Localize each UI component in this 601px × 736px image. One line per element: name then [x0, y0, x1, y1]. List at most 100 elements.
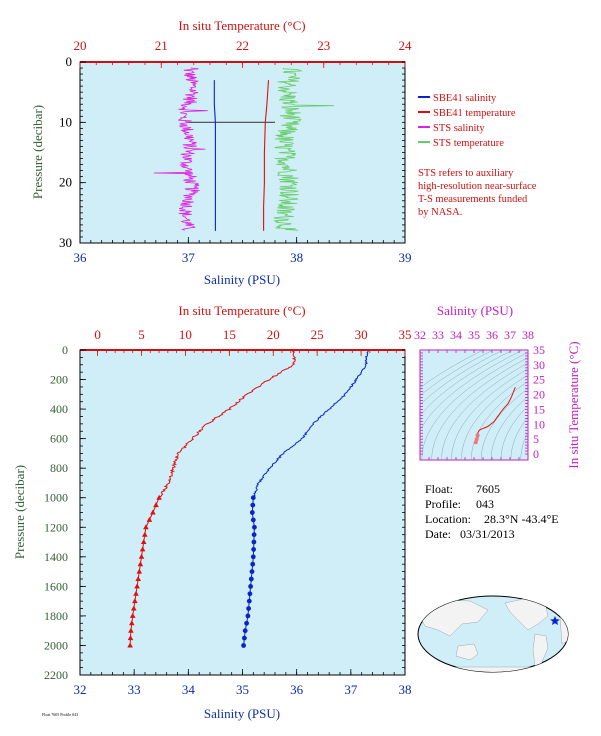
density-contour — [420, 350, 484, 389]
full-profile-salinity-tick-label: 34 — [182, 682, 196, 697]
near-surface-sbe41-salinity-line — [213, 80, 216, 231]
map-australia — [455, 643, 479, 661]
full-profile-temperature-tick-label: 35 — [399, 327, 412, 342]
temperature-point — [153, 502, 159, 508]
density-contour — [490, 396, 528, 460]
world-map — [417, 595, 569, 673]
sts-note-line-1: STS refers to auxiliary — [418, 168, 514, 179]
full-profile-pressure-tick-label: 400 — [50, 402, 68, 416]
full-profile-temperature-line — [129, 350, 297, 646]
temperature-point — [128, 627, 134, 633]
map-antarctica — [429, 666, 561, 672]
salinity-point — [250, 554, 256, 560]
full-profile-salinity-line — [243, 350, 369, 646]
full-profile-salinity-tick-label: 36 — [290, 682, 304, 697]
salinity-point — [251, 539, 257, 545]
temperature-point — [132, 598, 138, 604]
location-label: Location: — [425, 512, 471, 526]
ts-temperature-tick-label: 5 — [533, 432, 539, 446]
near-surface-salinity-tick-label: 36 — [74, 250, 88, 265]
full-profile-pressure-tick-label: 2200 — [44, 668, 68, 682]
density-contour — [420, 350, 514, 417]
salinity-point — [242, 635, 247, 641]
near-surface-plot-area — [79, 61, 406, 244]
near-surface-panel: 36 37 38 39 20 21 22 23 24 0 10 20 30 In situ Temper… — [30, 18, 412, 287]
float-info: Float: 7605 Profile: 043 Location: 28.3°… — [425, 482, 559, 541]
ts-salinity-tick-label: 32 — [414, 328, 426, 342]
full-profile-pressure-tick-label: 1200 — [44, 520, 68, 534]
full-profile-bottom-axis-label: Salinity (PSU) — [204, 706, 280, 721]
temperature-point — [146, 516, 153, 522]
sts-note-line-3: T-S measurements funded — [418, 194, 528, 205]
temperature-point — [140, 539, 147, 544]
ts-temperature-tick-label: 0 — [533, 447, 539, 461]
density-contour — [510, 416, 528, 460]
ts-point — [473, 440, 478, 445]
salinity-point — [249, 510, 255, 515]
full-profile-pressure-tick-label: 1000 — [44, 491, 68, 505]
near-surface-temperature-tick-label: 22 — [236, 38, 249, 53]
float-location-marker — [550, 616, 560, 625]
salinity-point — [248, 576, 254, 582]
temperature-point — [136, 568, 143, 574]
profile-value: 043 — [476, 497, 494, 511]
full-profile-y-axis-label: Pressure (decibar) — [12, 465, 27, 559]
temperature-point — [156, 494, 162, 500]
ts-salinity-tick-label: 35 — [468, 328, 480, 342]
sts-note-line-2: high-resolution near-surface — [418, 181, 537, 192]
near-surface-top-axis-label: In situ Temperature (°C) — [178, 18, 305, 33]
near-surface-temperature-tick-label: 21 — [155, 38, 168, 53]
near-surface-temperature-tick-label: 23 — [317, 38, 330, 53]
density-contour — [431, 357, 528, 460]
density-contour — [420, 350, 494, 397]
legend-label-3: STS salinity — [433, 123, 485, 134]
density-contour — [500, 405, 528, 460]
date-value: 03/31/2013 — [460, 527, 515, 541]
temperature-point — [150, 509, 156, 515]
salinity-point — [246, 598, 252, 604]
ts-salinity-tick-label: 38 — [522, 328, 534, 342]
salinity-point — [250, 502, 256, 508]
temperature-point — [131, 605, 137, 611]
full-profile-salinity-tick-label: 38 — [399, 682, 412, 697]
legend-label-1: SBE41 salinity — [433, 93, 497, 104]
full-profile-salinity-tick-label: 33 — [128, 682, 141, 697]
ts-diagram-top-axis-label: Salinity (PSU) — [437, 303, 513, 318]
float-value: 7605 — [476, 482, 500, 496]
density-contour — [420, 350, 524, 431]
location-value: 28.3°N -43.4°E — [484, 512, 559, 526]
density-contour — [451, 368, 528, 460]
full-profile-temperature-tick-label: 5 — [138, 327, 145, 342]
near-surface-pressure-tick-label: 10 — [59, 114, 72, 129]
full-profile-salinity-tick-label: 37 — [344, 682, 358, 697]
full-profile-pressure-tick-label: 1800 — [44, 609, 68, 623]
ts-diagram-right-axis-label: In situ Temperature (°C) — [566, 341, 581, 468]
full-profile-temperature-tick-label: 10 — [179, 327, 192, 342]
temperature-point — [129, 612, 136, 618]
ts-point — [475, 433, 480, 438]
full-profile-pressure-tick-label: 1600 — [44, 579, 68, 593]
float-label: Float: — [425, 482, 453, 496]
full-profile-temperature-tick-label: 0 — [94, 327, 101, 342]
salinity-point — [245, 613, 251, 619]
sts-note: STS refers to auxiliary high-resolution … — [418, 168, 537, 218]
near-surface-salinity-tick-label: 39 — [399, 250, 412, 265]
salinity-point — [251, 547, 256, 552]
salinity-point — [251, 532, 257, 538]
density-contour — [441, 362, 528, 460]
salinity-point — [241, 643, 247, 648]
near-surface-sbe41-temperature-line — [263, 80, 270, 231]
full-profile-temperature-tick-label: 20 — [267, 327, 280, 342]
date-label: Date: — [425, 527, 451, 541]
near-surface-salinity-tick-label: 38 — [290, 250, 303, 265]
temperature-point — [139, 546, 146, 552]
near-surface-temperature-tick-label: 24 — [399, 38, 413, 53]
temperature-point — [127, 642, 133, 648]
footer-tag: Float 7605 Profile 043 — [42, 712, 78, 717]
ts-temperature-tick-label: 10 — [533, 417, 545, 431]
near-surface-bottom-axis-label: Salinity (PSU) — [204, 272, 280, 287]
temperature-point — [134, 583, 140, 589]
near-surface-pressure-tick-label: 20 — [59, 175, 72, 190]
